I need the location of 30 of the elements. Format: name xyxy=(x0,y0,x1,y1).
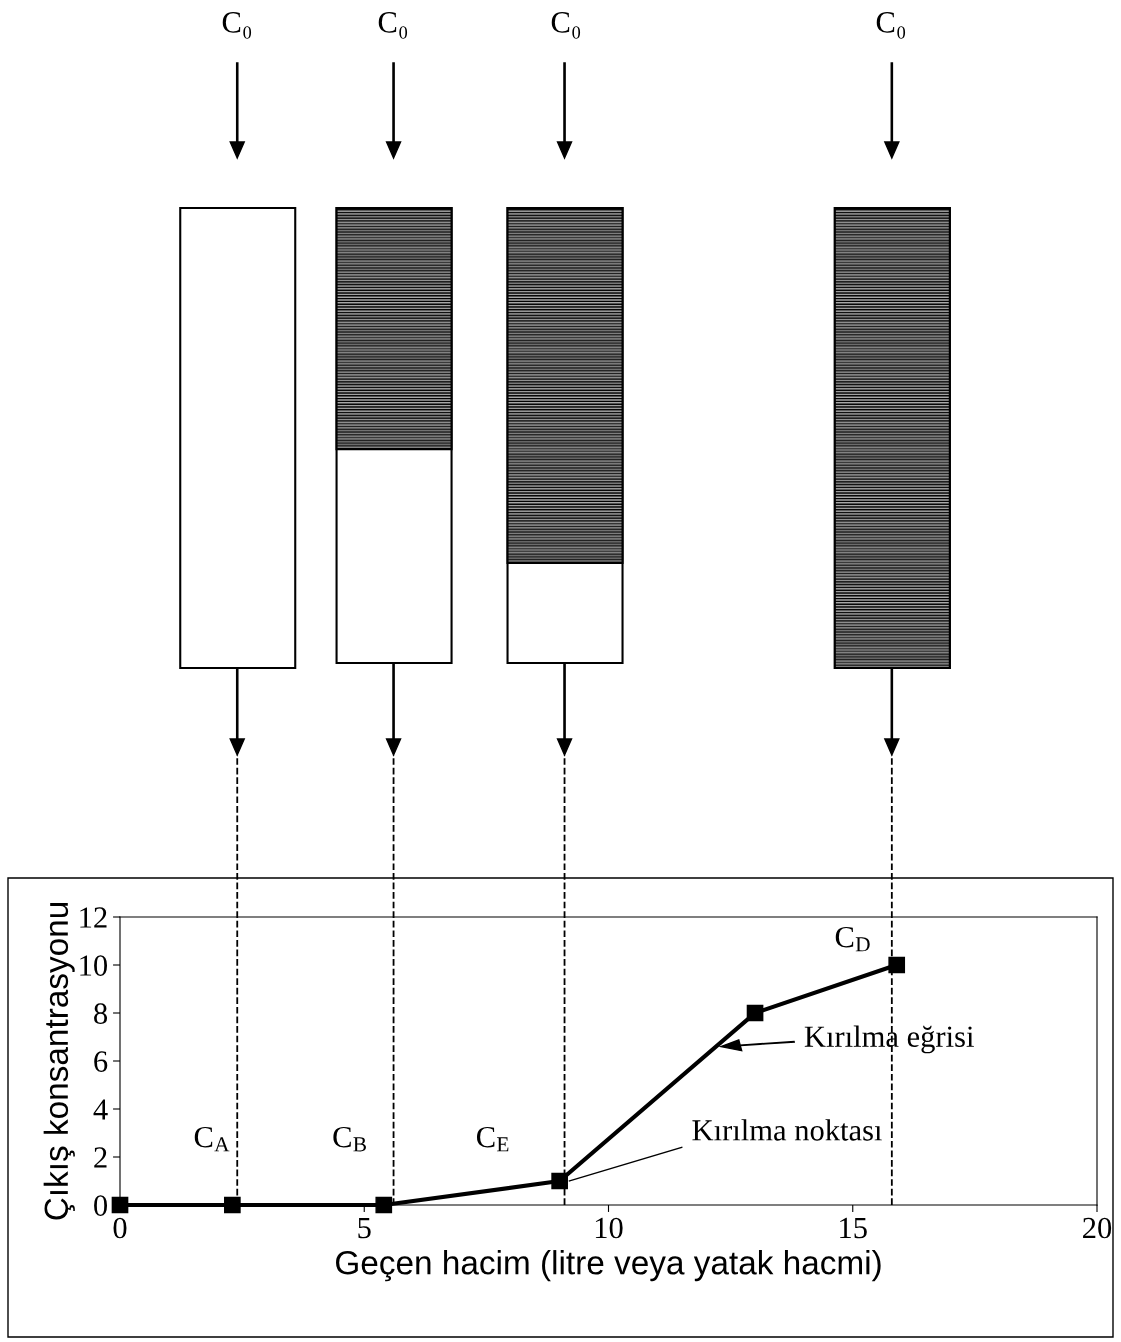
annotation: Kırılma noktası xyxy=(692,1119,882,1141)
text: C₀ xyxy=(876,12,906,39)
y-tick-label: 0 xyxy=(94,1195,108,1216)
point xyxy=(551,1172,568,1190)
x-axis-title: Geçen hacim (litre veya yatak hacmi) xyxy=(336,1250,881,1282)
annotation: C$_{A}$ xyxy=(194,1126,230,1152)
x-tick-label: 20 xyxy=(1083,1217,1112,1239)
text: C₀ xyxy=(551,12,581,39)
point xyxy=(111,1196,129,1214)
y-tick-label: 12 xyxy=(80,907,107,928)
y-tick-label: 4 xyxy=(93,1099,108,1120)
point xyxy=(224,1196,241,1214)
x-tick-label: 10 xyxy=(595,1217,623,1239)
y-axis-title: Çıkış konsantrasyonu xyxy=(43,902,75,1220)
x-tick-label: 15 xyxy=(840,1217,867,1239)
text: C₀ xyxy=(222,12,252,39)
x-tick-label: 0 xyxy=(113,1217,127,1239)
y-tick-label: 8 xyxy=(94,1003,108,1024)
point xyxy=(888,956,906,974)
point xyxy=(375,1196,393,1214)
y-tick-label: 10 xyxy=(80,955,108,976)
annotation: C$_{B}$ xyxy=(333,1126,366,1152)
text: C₀ xyxy=(378,12,408,39)
y-tick-label: 6 xyxy=(94,1051,108,1072)
annotation: Kırılma eğrisi xyxy=(804,1025,974,1054)
annotation: C$_{E}$ xyxy=(476,1126,509,1152)
y-tick-label: 2 xyxy=(94,1147,107,1168)
x-tick-label: 5 xyxy=(358,1218,371,1239)
annotation: C$_{D}$ xyxy=(835,926,870,952)
point xyxy=(746,1004,764,1022)
